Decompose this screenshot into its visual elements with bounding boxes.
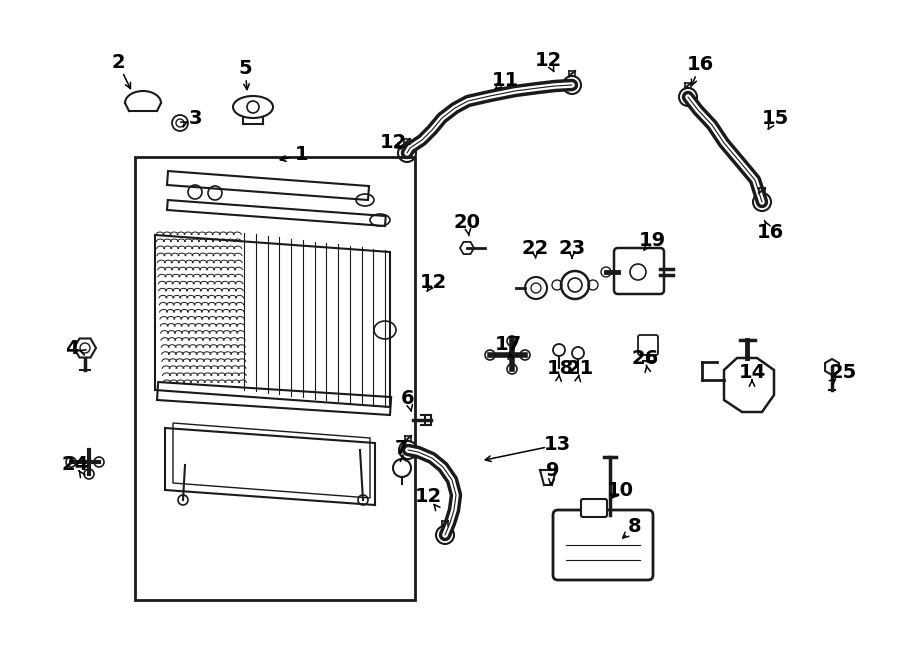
FancyBboxPatch shape xyxy=(614,248,664,294)
Text: 18: 18 xyxy=(546,358,573,377)
Text: 12: 12 xyxy=(419,274,446,293)
Text: 22: 22 xyxy=(521,239,549,258)
Text: 20: 20 xyxy=(454,214,481,233)
Text: 11: 11 xyxy=(491,71,518,89)
Text: 7: 7 xyxy=(395,438,409,457)
Text: 4: 4 xyxy=(65,338,79,358)
Text: 24: 24 xyxy=(61,455,88,475)
FancyBboxPatch shape xyxy=(553,510,653,580)
Text: 16: 16 xyxy=(687,56,714,75)
Text: 12: 12 xyxy=(414,488,442,506)
Text: 12: 12 xyxy=(380,134,407,153)
Text: 26: 26 xyxy=(632,348,659,368)
Text: 9: 9 xyxy=(546,461,560,479)
Text: 14: 14 xyxy=(738,364,766,383)
FancyBboxPatch shape xyxy=(581,499,607,517)
Text: 15: 15 xyxy=(761,108,788,128)
Text: 13: 13 xyxy=(544,436,571,455)
Text: 3: 3 xyxy=(188,108,202,128)
Text: 25: 25 xyxy=(830,364,857,383)
Text: 17: 17 xyxy=(494,336,522,354)
Text: 16: 16 xyxy=(756,223,784,241)
Text: 19: 19 xyxy=(638,231,666,249)
Text: 6: 6 xyxy=(401,389,415,407)
Text: 21: 21 xyxy=(566,358,594,377)
Text: 12: 12 xyxy=(535,50,562,69)
Text: 5: 5 xyxy=(238,59,252,77)
Text: 1: 1 xyxy=(295,145,309,165)
Text: 8: 8 xyxy=(628,518,642,537)
FancyBboxPatch shape xyxy=(638,335,658,355)
Text: 23: 23 xyxy=(558,239,586,258)
Text: 2: 2 xyxy=(112,54,125,73)
Text: 10: 10 xyxy=(607,481,634,500)
